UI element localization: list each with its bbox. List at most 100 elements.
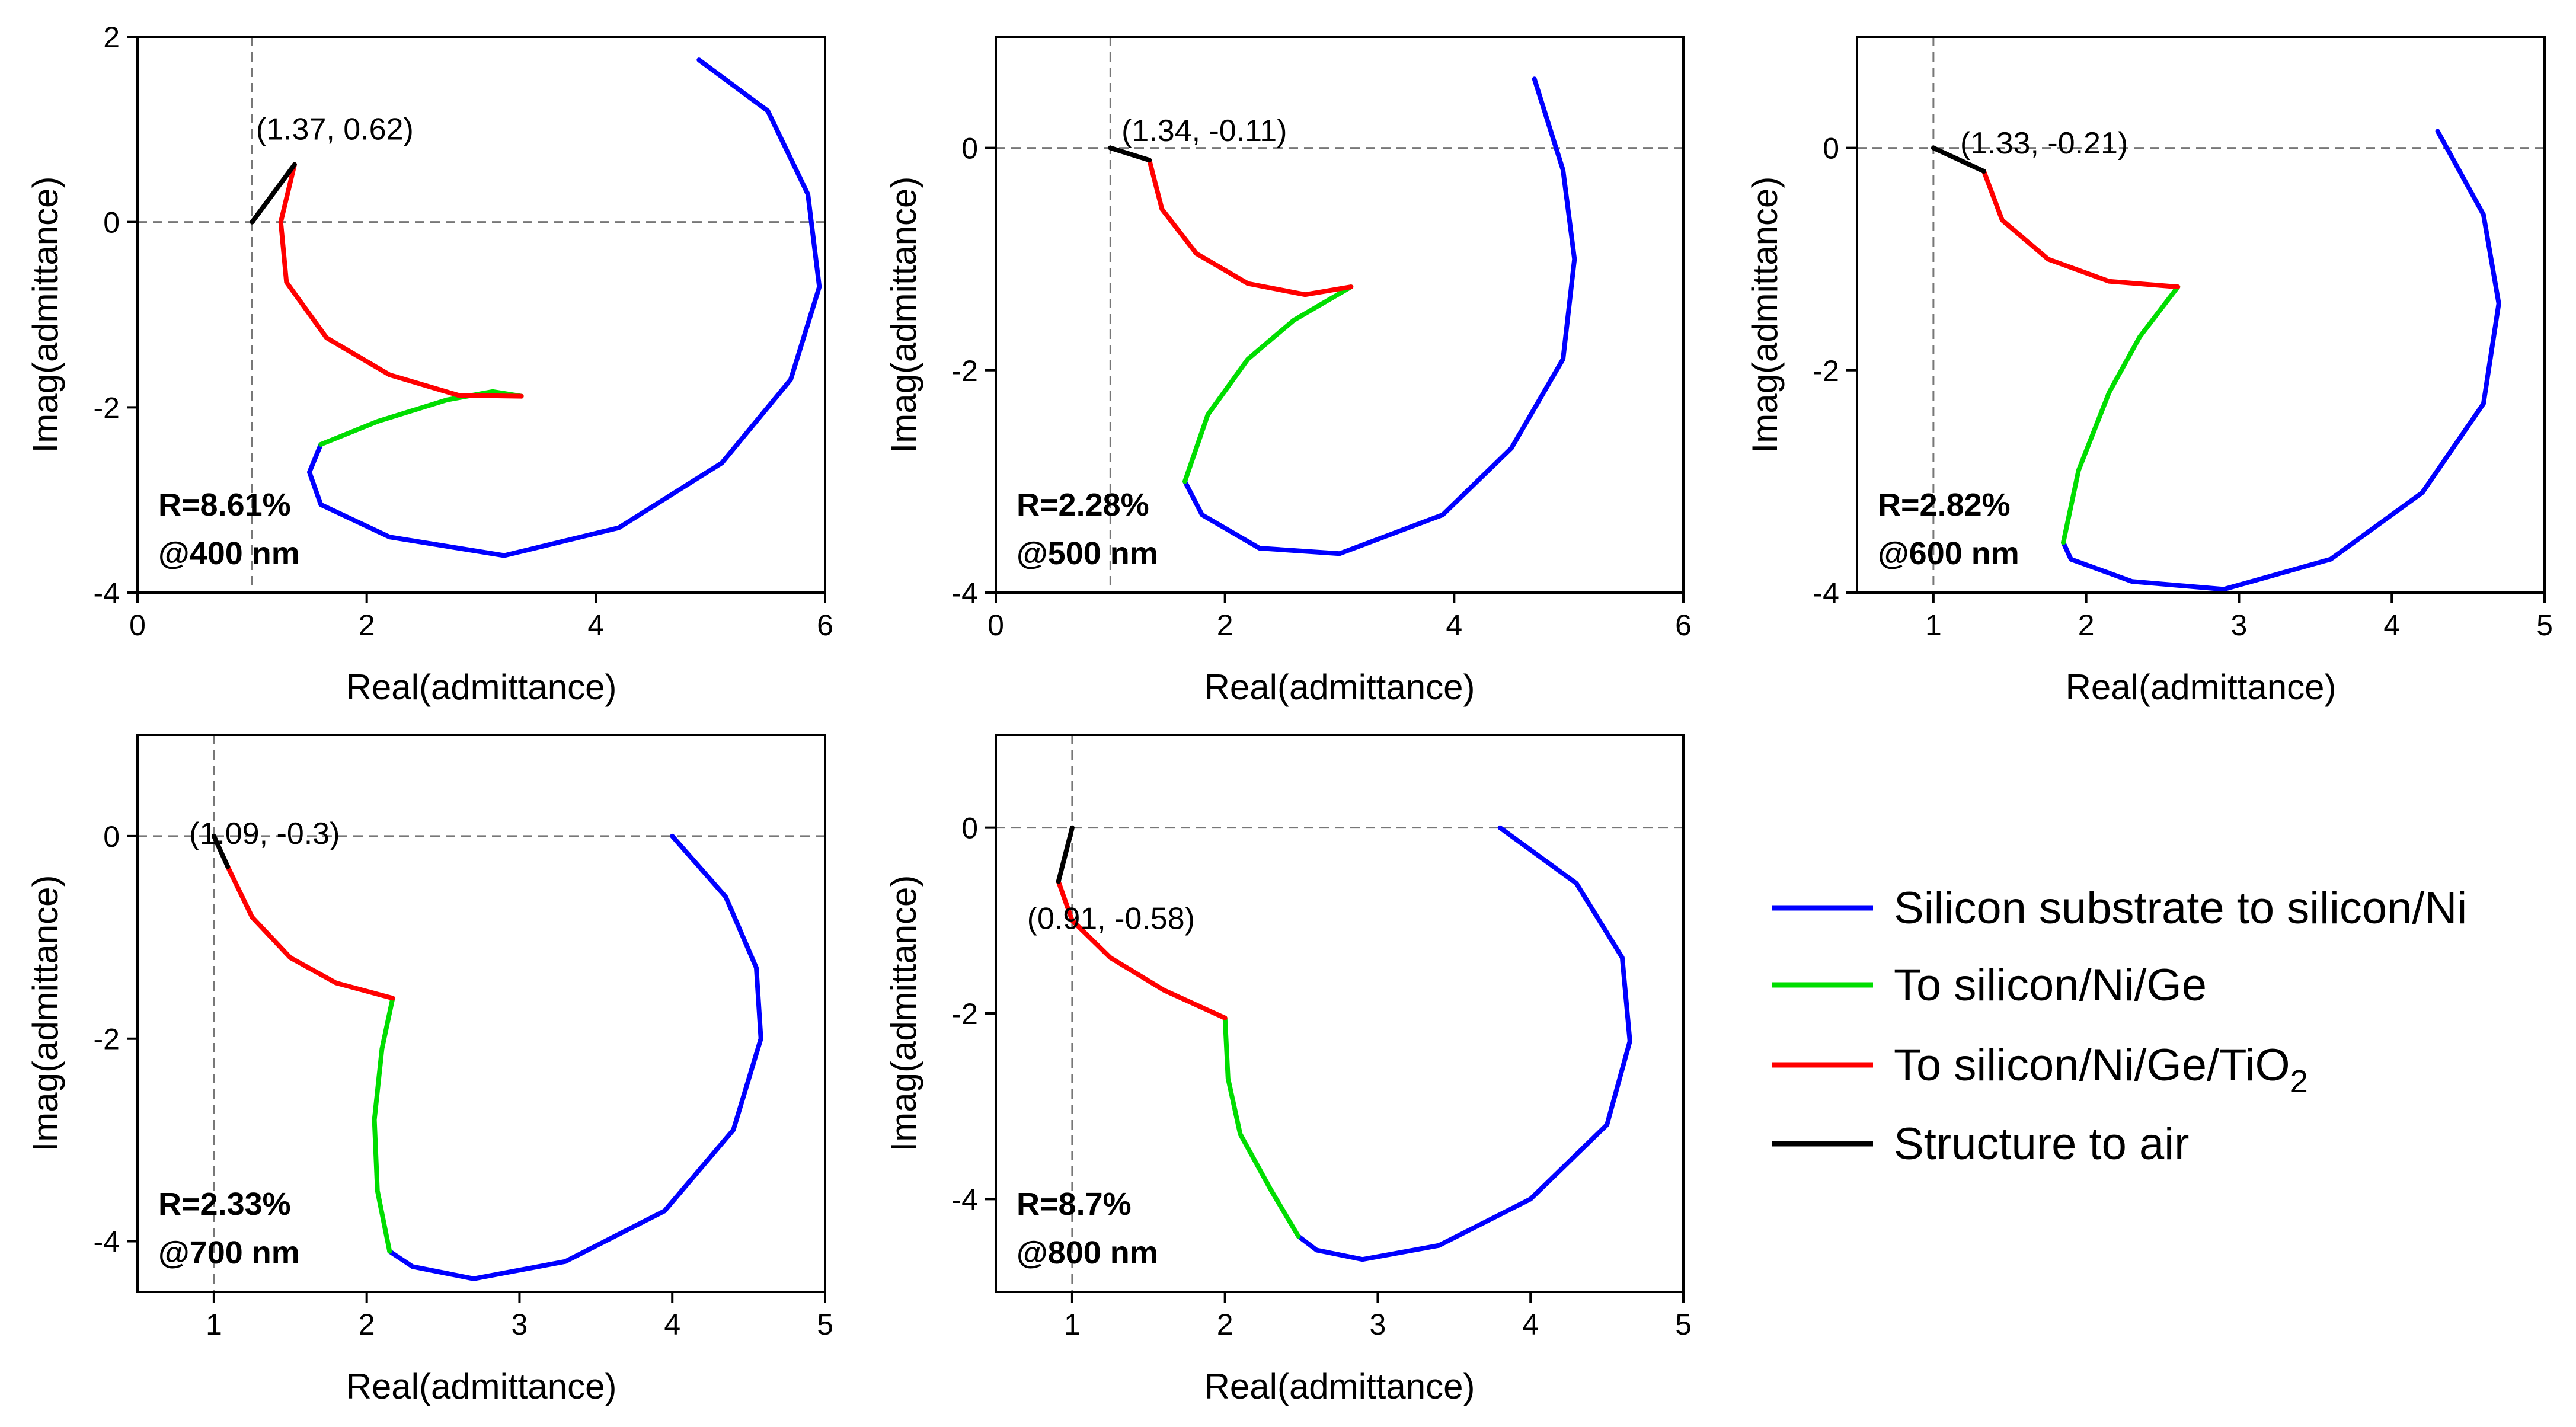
y-tick-label: -2 [94, 391, 120, 424]
series-line-ge [318, 389, 524, 447]
series-line-si_ni [387, 833, 763, 1281]
series-line-si_ni [1296, 825, 1632, 1262]
reflectance-label: R=2.33% [158, 1186, 291, 1222]
panel-2: 0 2 4 6 -4 -2 0 Real(admittance) Imag(admittance… [884, 36, 1692, 707]
y-tick-label: 0 [1823, 132, 1839, 165]
x-axis-title: Real(admittance) [2066, 667, 2337, 707]
y-tick-label: -2 [952, 997, 978, 1031]
y-tick-label: 0 [103, 820, 120, 853]
panel-1: 0 2 4 6 -4 -2 0 2 Real(admittance) Imag(admittanc… [25, 21, 833, 707]
legend-label-tio2-subscript: 2 [2290, 1064, 2308, 1099]
point-annotation: (1.33, -0.21) [1960, 126, 2128, 161]
series-line-air [1931, 145, 1986, 174]
x-tick-label: 4 [1522, 1308, 1539, 1341]
x-axis-title: Real(admittance) [346, 667, 617, 707]
series-line-ge [1182, 284, 1354, 484]
legend-label-air: Structure to air [1894, 1119, 2189, 1169]
x-tick-label: 1 [1064, 1308, 1081, 1341]
y-tick-label: -2 [94, 1023, 120, 1056]
panels: 0 2 4 6 -4 -2 0 2 Real(admittance) Imag(admittanc… [25, 21, 2553, 1406]
series-line-si_ni [2061, 129, 2501, 592]
series-line-tio2 [278, 162, 524, 399]
x-tick-label: 3 [1370, 1308, 1386, 1341]
y-tick-label: -4 [94, 577, 120, 610]
y-tick-label: -2 [952, 354, 978, 388]
series-line-si_ni [307, 57, 822, 558]
y-axis-title: Imag(admittance) [884, 875, 923, 1152]
series-line-tio2 [1056, 879, 1228, 1020]
point-annotation: (1.09, -0.3) [189, 817, 340, 851]
series-line-ge [372, 996, 395, 1254]
wavelength-label: @800 nm [1017, 1235, 1158, 1271]
x-tick-label: 4 [2383, 609, 2400, 642]
legend-label-si-ni: Silicon substrate to silicon/Ni [1894, 883, 2467, 933]
reflectance-label: R=2.28% [1017, 487, 1149, 523]
series-line-tio2 [1981, 169, 2181, 290]
y-axis-title: Imag(admittance) [25, 875, 65, 1152]
x-tick-label: 6 [817, 609, 833, 642]
plot-frame [136, 734, 826, 1293]
x-tick-label: 3 [2231, 609, 2248, 642]
plot-frame [1856, 36, 2546, 594]
y-tick-label: -4 [94, 1226, 120, 1259]
x-tick-label: 4 [1446, 609, 1462, 642]
wavelength-label: @400 nm [158, 536, 300, 571]
legend-label-ge: To silicon/Ni/Ge [1894, 960, 2207, 1010]
panel-5: 1 2 3 4 5 -4 -2 0 Real(admittance) Imag(admittanc… [884, 734, 1692, 1406]
point-annotation: (1.37, 0.62) [256, 113, 414, 147]
series-line-si_ni [1182, 76, 1577, 556]
x-axis-title: Real(admittance) [1204, 1367, 1475, 1406]
panel-3: 1 2 3 4 5 -4 -2 0 Real(admittance) Imag(admittanc… [1745, 36, 2553, 707]
y-axis-title: Imag(admittance) [1745, 177, 1785, 453]
point-annotation: (1.34, -0.11) [1121, 114, 1287, 148]
reflectance-label: R=8.7% [1017, 1186, 1132, 1222]
x-tick-label: 5 [817, 1308, 833, 1341]
x-tick-label: 5 [2536, 609, 2553, 642]
x-axis-title: Real(admittance) [1204, 667, 1475, 707]
reflectance-label: R=2.82% [1878, 487, 2011, 523]
y-tick-label: 2 [103, 21, 120, 54]
x-tick-label: 3 [512, 1308, 528, 1341]
y-axis-title: Imag(admittance) [25, 177, 65, 453]
y-tick-label: 0 [103, 206, 120, 239]
y-tick-label: -4 [1813, 577, 1839, 610]
y-axis-title: Imag(admittance) [884, 177, 923, 453]
y-tick-label: 0 [961, 132, 978, 165]
x-tick-label: 2 [359, 1308, 375, 1341]
legend-label-tio2: To silicon/Ni/Ge/TiO2 [1894, 1040, 2308, 1099]
panel-4: 1 2 3 4 5 -4 -2 0 Real(admittance) Imag(admittanc… [25, 734, 833, 1406]
x-tick-label: 2 [359, 609, 375, 642]
x-tick-label: 5 [1675, 1308, 1692, 1341]
y-tick-label: -4 [952, 1183, 978, 1216]
series-line-tio2 [225, 864, 395, 1001]
x-tick-label: 4 [587, 609, 604, 642]
wavelength-label: @600 nm [1878, 536, 2019, 571]
series-line-air [1056, 825, 1075, 884]
x-tick-label: 0 [129, 609, 146, 642]
wavelength-label: @500 nm [1017, 536, 1158, 571]
plot-frame [136, 36, 826, 594]
reflectance-label: R=8.61% [158, 487, 291, 523]
series-line-air [1108, 145, 1152, 163]
x-axis-title: Real(admittance) [346, 1367, 617, 1406]
series-line-ge [2061, 284, 2181, 545]
x-tick-label: 2 [2078, 609, 2095, 642]
series-line-tio2 [1147, 158, 1354, 297]
point-annotation: (0.91, -0.58) [1027, 902, 1195, 936]
series-line-ge [1222, 1015, 1301, 1239]
series-line-air [250, 162, 297, 225]
legend: Silicon substrate to silicon/Ni To silic… [1772, 883, 2467, 1169]
series-line-air [211, 833, 231, 869]
legend-label-tio2-main: To silicon/Ni/Ge/TiO [1894, 1040, 2290, 1090]
y-tick-label: 0 [961, 812, 978, 845]
x-tick-label: 1 [206, 1308, 222, 1341]
plot-frame [995, 36, 1685, 594]
wavelength-label: @700 nm [158, 1235, 300, 1271]
y-tick-label: -2 [1813, 354, 1839, 388]
x-tick-label: 4 [664, 1308, 680, 1341]
x-tick-label: 6 [1675, 609, 1692, 642]
x-tick-label: 2 [1217, 609, 1233, 642]
x-tick-label: 0 [987, 609, 1004, 642]
y-tick-label: -4 [952, 577, 978, 610]
